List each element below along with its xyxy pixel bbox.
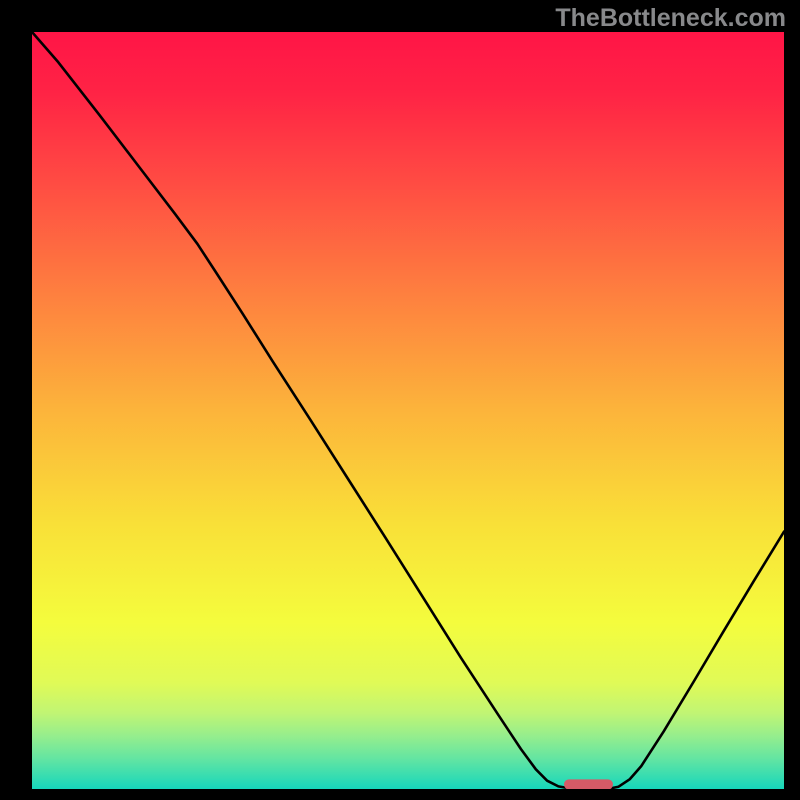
- optimal-marker: [564, 779, 613, 789]
- curve-svg: [32, 32, 784, 789]
- watermark-text: TheBottleneck.com: [555, 4, 786, 33]
- bottleneck-curve: [32, 32, 784, 789]
- plot-area: [32, 32, 784, 789]
- chart-frame: TheBottleneck.com: [0, 0, 800, 800]
